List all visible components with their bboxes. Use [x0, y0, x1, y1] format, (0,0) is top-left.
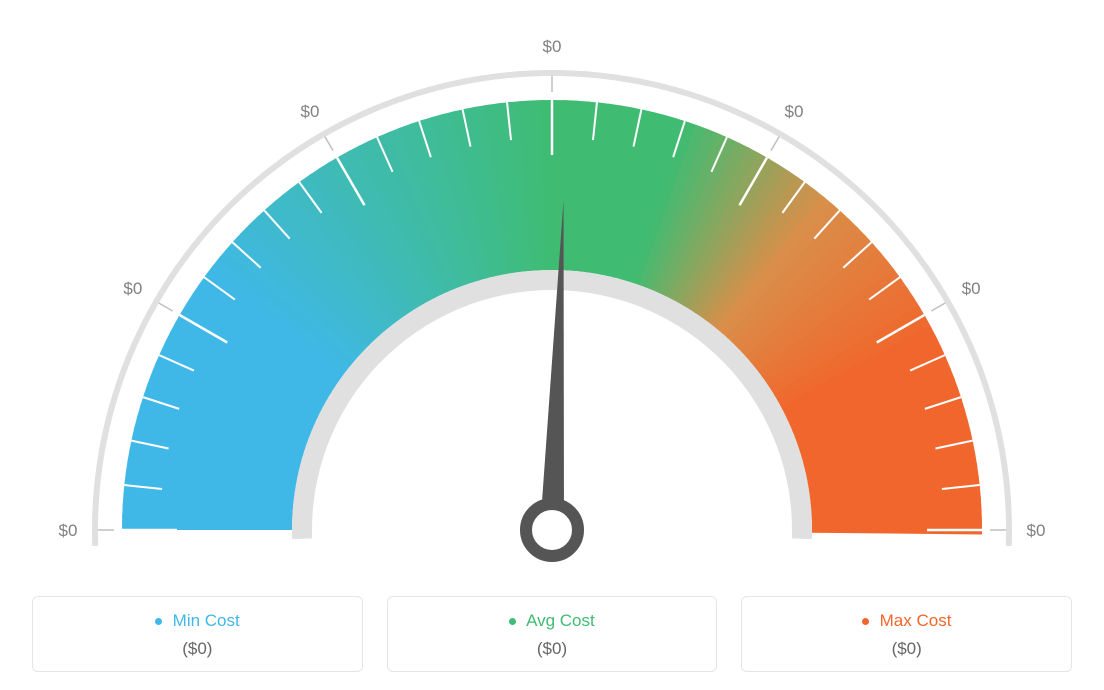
gauge-tick-label: $0	[962, 279, 981, 298]
legend-dot-avg	[509, 618, 516, 625]
gauge-tick-label: $0	[543, 37, 562, 56]
legend-value-min: ($0)	[43, 639, 352, 659]
gauge-tick-label: $0	[301, 102, 320, 121]
legend-label-min: Min Cost	[173, 611, 240, 630]
legend-title-min: Min Cost	[43, 611, 352, 631]
gauge-needle-hub	[526, 504, 578, 556]
legend-card-min: Min Cost ($0)	[32, 596, 363, 672]
legend-dot-max	[862, 618, 869, 625]
gauge-tick-label: $0	[123, 279, 142, 298]
gauge-chart-container: $0 $0 $0 $0 $0 $0 $0 Min Cost ($0) Avg Cost ($…	[0, 0, 1104, 690]
gauge-svg: $0 $0 $0 $0 $0 $0 $0	[32, 10, 1072, 570]
gauge-tick-label: $0	[59, 521, 78, 540]
legend-value-avg: ($0)	[398, 639, 707, 659]
legend-row: Min Cost ($0) Avg Cost ($0) Max Cost ($0…	[32, 596, 1072, 672]
legend-value-max: ($0)	[752, 639, 1061, 659]
gauge-tick-label: $0	[785, 102, 804, 121]
legend-label-max: Max Cost	[880, 611, 952, 630]
gauge-tick-label: $0	[1027, 521, 1046, 540]
legend-card-avg: Avg Cost ($0)	[387, 596, 718, 672]
legend-dot-min	[155, 618, 162, 625]
legend-card-max: Max Cost ($0)	[741, 596, 1072, 672]
gauge-wrap: $0 $0 $0 $0 $0 $0 $0	[32, 10, 1072, 570]
legend-label-avg: Avg Cost	[526, 611, 595, 630]
legend-title-max: Max Cost	[752, 611, 1061, 631]
legend-title-avg: Avg Cost	[398, 611, 707, 631]
